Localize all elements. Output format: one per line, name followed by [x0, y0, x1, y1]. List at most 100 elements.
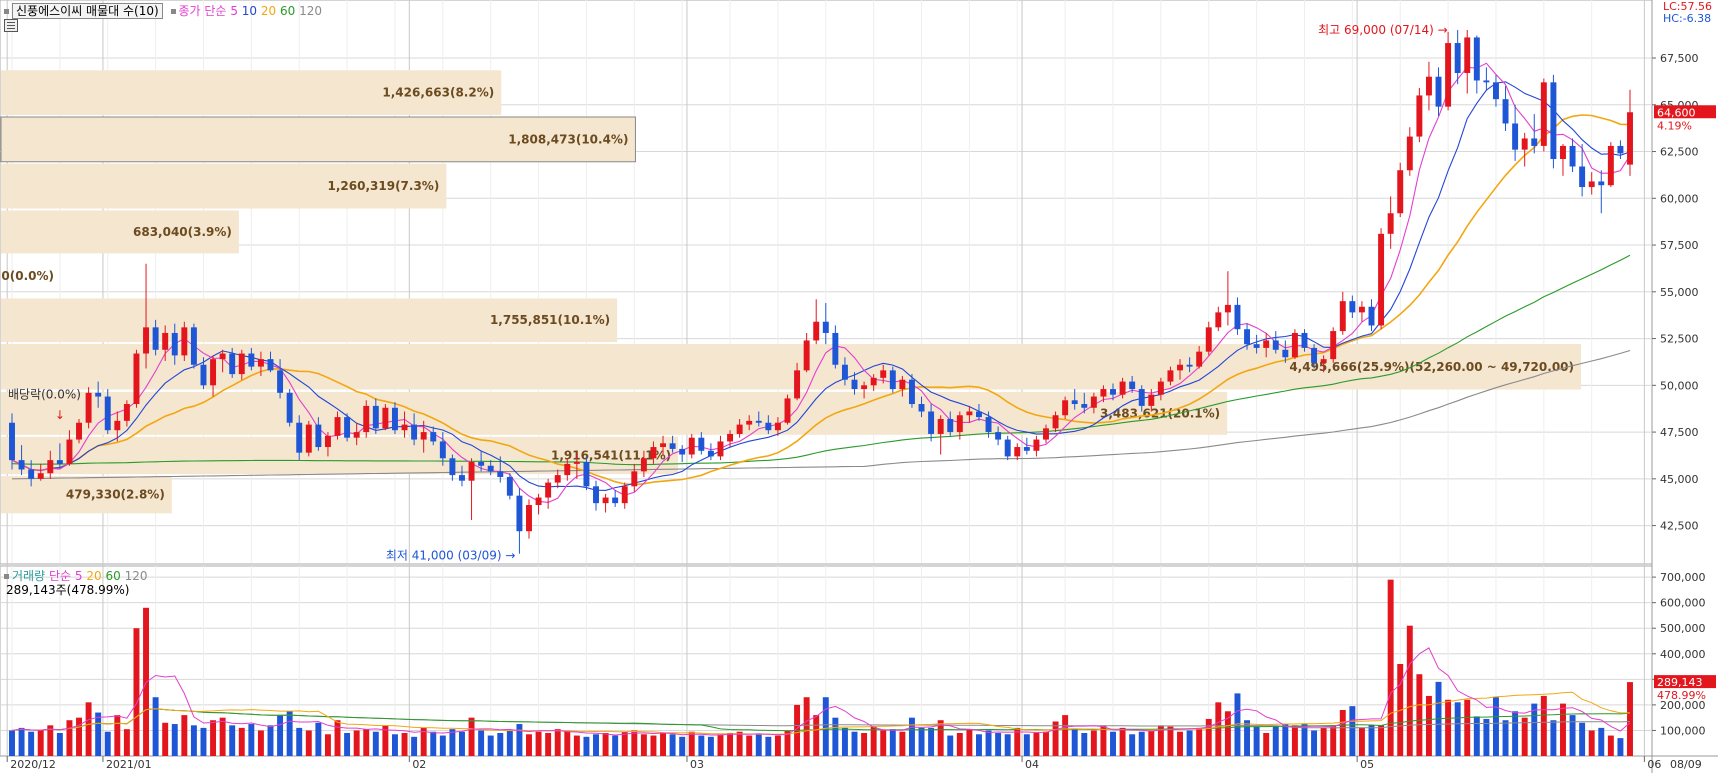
candle-body	[1196, 351, 1203, 367]
volume-bar	[1531, 703, 1538, 756]
vol-tick-label: 700,000	[1660, 571, 1706, 584]
candle-body	[1167, 370, 1174, 382]
volume-bar	[822, 697, 829, 756]
candle-body	[784, 398, 791, 423]
candle-body	[143, 327, 150, 354]
candle-body	[660, 443, 666, 448]
volume-bar	[593, 734, 599, 756]
volume-bar	[1234, 693, 1241, 756]
volume-bar	[257, 730, 264, 756]
volume-bar	[28, 731, 35, 756]
price-legend: 신풍에스이씨 매물대 수(10) 종가 단순 5 10 20 60 120	[4, 2, 322, 19]
volume-bar	[669, 734, 676, 756]
volume-bar	[1358, 727, 1365, 756]
volume-bar	[1569, 715, 1576, 756]
volume-bar	[1330, 725, 1337, 756]
volume-bar	[9, 730, 15, 756]
volume-bar	[1157, 725, 1164, 756]
volume-bar	[305, 730, 312, 756]
volume-bar	[717, 734, 724, 756]
volume-bar	[487, 735, 494, 756]
x-month-label: 05	[1360, 758, 1374, 771]
candle-body	[976, 411, 982, 418]
volume-bar	[841, 727, 848, 756]
volume-bar	[554, 729, 561, 756]
x-month-label: 2020/12	[10, 758, 56, 771]
candle-body	[1014, 447, 1021, 457]
volume-profile-label: 4,495,666(25.9%)(52,260.00 ~ 49,720.00)	[1289, 360, 1574, 374]
volume-bar	[210, 720, 217, 756]
volume-bar	[286, 711, 293, 756]
hc-value: HC:-6.38	[1663, 12, 1712, 25]
volume-profile-band	[1, 298, 618, 343]
candle-body	[1071, 400, 1078, 405]
volume-bar	[1129, 734, 1136, 756]
volume-profile-label: 1,260,319(7.3%)	[328, 179, 440, 193]
volume-bar	[1368, 725, 1375, 756]
candle-body	[248, 353, 255, 367]
candle-body	[162, 332, 169, 350]
volume-bar	[861, 733, 868, 756]
candle-body	[210, 359, 217, 386]
volume-bar	[401, 733, 408, 756]
candle-body	[28, 469, 35, 479]
candle-body	[794, 370, 801, 399]
volume-bar	[1512, 711, 1519, 756]
vol-tick-label: 200,000	[1660, 699, 1706, 712]
vol-tick-label: 600,000	[1660, 597, 1706, 610]
candle-body	[85, 392, 92, 423]
volume-bar	[267, 725, 274, 756]
volume-bar	[937, 720, 944, 756]
candle-body	[1138, 389, 1145, 406]
candle-body	[1425, 76, 1432, 96]
candle-body	[861, 385, 868, 390]
candle-body	[1579, 166, 1586, 188]
volume-bar	[66, 720, 73, 756]
candle-body	[401, 424, 408, 431]
candle-body	[889, 370, 896, 390]
candle-body	[1129, 381, 1136, 390]
volume-bar	[1349, 706, 1356, 756]
candle-body	[1215, 312, 1222, 328]
volume-bar	[181, 715, 188, 756]
candle-body	[1502, 99, 1509, 124]
candle-body	[937, 418, 944, 434]
candle-body	[238, 353, 245, 375]
volume-bar	[363, 729, 370, 756]
volume-profile-band	[1, 70, 502, 115]
volume-bar	[382, 725, 389, 756]
candle-body	[1148, 394, 1155, 406]
candle-body	[1100, 389, 1107, 397]
volume-bar	[1014, 727, 1021, 756]
volume-bar	[1272, 726, 1279, 756]
candle-body	[344, 417, 351, 438]
volume-bar	[449, 729, 456, 756]
volume-current: 289,143주(478.99%)	[6, 583, 130, 597]
volume-bar	[1043, 731, 1049, 756]
candle-body	[1550, 82, 1557, 160]
volume-bar	[1282, 724, 1289, 756]
settings-grid-icon[interactable]	[4, 19, 18, 32]
volume-bar	[928, 727, 935, 756]
candle-body	[727, 433, 734, 442]
volume-bar	[277, 715, 284, 756]
candle-body	[315, 424, 322, 448]
dividend-label: 배당락(0.0%)	[8, 388, 81, 402]
volume-bar	[1492, 697, 1499, 756]
candle-body	[612, 497, 619, 504]
candle-body	[439, 441, 446, 459]
volume-bar	[152, 697, 159, 756]
volume-bar	[56, 733, 63, 756]
candle-body	[411, 424, 418, 440]
volume-profile-label: 0(0.0%)	[1, 269, 54, 283]
series-name-box[interactable]: 신풍에스이씨 매물대 수(10)	[12, 3, 163, 19]
candle-body	[1272, 340, 1279, 350]
volume-bar	[430, 731, 437, 756]
volume-bar	[439, 735, 446, 756]
volume-bar	[1540, 695, 1547, 756]
y-axis-area	[1652, 0, 1718, 773]
candle-body	[1282, 349, 1289, 358]
candle-body	[736, 424, 743, 434]
volume-bar	[516, 724, 523, 756]
